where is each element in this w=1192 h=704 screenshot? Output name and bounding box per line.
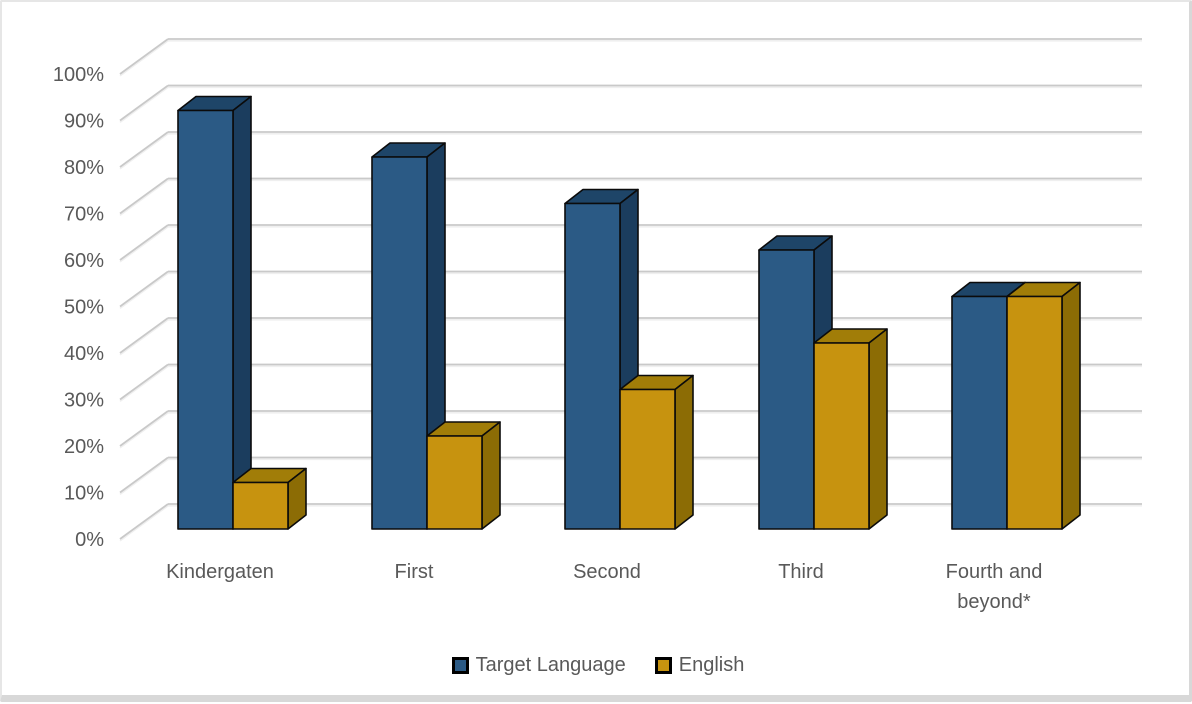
y-axis-tick-label: 70% bbox=[64, 204, 104, 226]
bar-side-english bbox=[868, 328, 888, 530]
gridline-highlight bbox=[119, 133, 169, 170]
legend-item-target-language: Target Language bbox=[451, 654, 626, 676]
bar-english bbox=[1006, 295, 1063, 530]
y-axis-tick-label: 0% bbox=[75, 529, 104, 551]
gridline-diagonal bbox=[119, 456, 169, 494]
bar-target-language bbox=[564, 202, 621, 530]
category-label: Second bbox=[573, 561, 641, 583]
legend-swatch-english-icon bbox=[654, 656, 672, 674]
gridline-highlight bbox=[119, 272, 169, 309]
category-label: First bbox=[395, 561, 434, 583]
gridline-diagonal bbox=[119, 177, 169, 215]
gridline-highlight bbox=[119, 412, 169, 449]
bar-english bbox=[232, 481, 289, 530]
gridline-diagonal bbox=[119, 38, 169, 75]
gridline-highlight bbox=[119, 179, 169, 216]
legend-item-english: English bbox=[654, 654, 745, 676]
bar-target-language bbox=[951, 295, 1008, 530]
bar-target-language bbox=[758, 249, 815, 530]
bar-side-english bbox=[1061, 281, 1081, 530]
category-label: beyond* bbox=[957, 591, 1031, 613]
legend-swatch-target-language-icon bbox=[451, 656, 469, 674]
y-axis-tick-label: 10% bbox=[64, 483, 104, 505]
y-axis-tick-label: 40% bbox=[64, 343, 104, 365]
gridline-highlight bbox=[119, 458, 169, 495]
bar-english bbox=[426, 435, 483, 530]
y-axis-tick-label: 60% bbox=[64, 250, 104, 272]
bar-english bbox=[813, 342, 870, 530]
gridline-diagonal bbox=[119, 224, 169, 261]
y-axis-tick-label: 20% bbox=[64, 436, 104, 458]
gridline-highlight bbox=[119, 86, 169, 123]
bar-side-english bbox=[481, 421, 501, 530]
legend-label-target-language: Target Language bbox=[475, 654, 626, 676]
gridline-highlight bbox=[119, 319, 169, 356]
gridline-diagonal bbox=[119, 363, 169, 401]
gridline-highlight bbox=[119, 505, 169, 542]
y-axis-tick-label: 80% bbox=[64, 157, 104, 179]
gridline-diagonal bbox=[119, 84, 169, 122]
gridline-highlight bbox=[119, 365, 169, 402]
y-axis-tick-label: 50% bbox=[64, 297, 104, 319]
gridline-highlight bbox=[119, 40, 169, 77]
bar-english bbox=[619, 388, 676, 530]
y-axis-tick-label: 30% bbox=[64, 390, 104, 412]
bar-target-language bbox=[371, 156, 428, 530]
bar-side-english bbox=[674, 374, 694, 530]
bar-side-target-language bbox=[232, 95, 252, 530]
gridline-highlight bbox=[119, 226, 169, 263]
y-axis-tick-label: 90% bbox=[64, 111, 104, 133]
category-label: Kindergaten bbox=[166, 561, 274, 583]
gridline-diagonal bbox=[119, 131, 169, 168]
gridline-diagonal bbox=[119, 317, 169, 354]
category-label: Third bbox=[778, 561, 824, 583]
gridline-diagonal bbox=[119, 410, 169, 447]
legend-label-english: English bbox=[678, 654, 745, 676]
gridline-diagonal bbox=[119, 270, 169, 308]
bar-target-language bbox=[177, 109, 234, 530]
y-axis-tick-label: 100% bbox=[53, 64, 104, 86]
legend: Target Language English bbox=[2, 647, 1192, 683]
gridline-diagonal bbox=[119, 503, 169, 540]
category-label: Fourth and bbox=[946, 561, 1043, 583]
